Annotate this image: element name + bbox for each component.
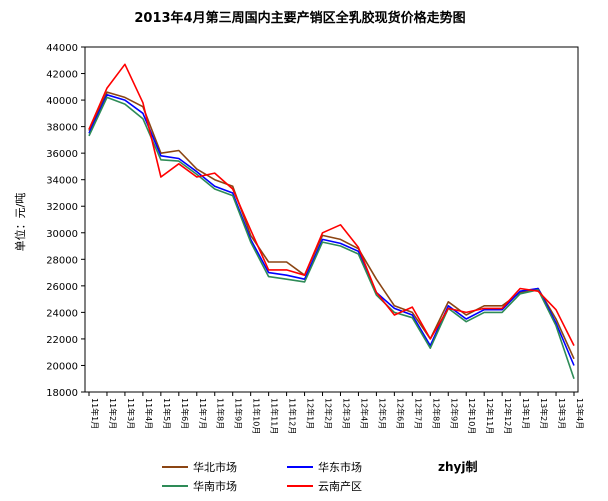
y-tick-label: 38000 [46,123,78,134]
y-tick-label: 42000 [46,70,78,81]
x-tick-label: 11年7月 [198,398,208,429]
x-tick-label: 11年6月 [180,398,190,429]
x-tick-label: 11年11月 [270,398,280,434]
plot-area [84,46,579,393]
y-axis-label: 单位：元/吨 [13,193,27,252]
x-tick-label: 12年1月 [306,398,316,429]
x-tick-label: 12年10月 [467,398,477,434]
x-tick-label: 12年3月 [341,398,351,429]
x-tick-label: 11年3月 [126,398,136,429]
y-tick-label: 18000 [46,388,78,399]
y-axis-ticks: 18000 20000 22000 24000 26000 28000 30000 32000… [46,43,85,399]
x-tick-label: 12年8月 [431,398,441,429]
series-line-2 [88,96,575,379]
series-line-1 [88,94,575,366]
x-tick-label: 13年1月 [521,398,531,429]
legend-label-huanan: 华南市场 [193,479,237,493]
x-tick-label: 12年5月 [377,398,387,429]
x-tick-label: 11年4月 [144,398,154,429]
legend: 华北市场 华东市场 华南市场 云南产区 [162,460,362,493]
x-tick-label: 12年12月 [503,398,513,434]
series-line-3 [88,63,575,346]
watermark-text: zhyj制 [438,459,477,474]
x-tick-label: 11年9月 [234,398,244,429]
legend-label-yunnan: 云南产区 [318,479,362,493]
y-tick-label: 36000 [46,149,78,160]
x-tick-label: 11年12月 [288,398,298,434]
series-line-0 [88,91,575,360]
legend-label-huabei: 华北市场 [193,460,237,474]
x-tick-label: 13年4月 [575,398,585,429]
x-tick-label: 12年6月 [395,398,405,429]
x-tick-label: 11年5月 [162,398,172,429]
plot-frame [84,46,579,393]
x-tick-label: 12年4月 [359,398,369,429]
x-tick-label: 13年2月 [539,398,549,429]
series-lines [88,63,575,379]
x-tick-label: 11年10月 [252,398,262,434]
y-tick-label: 40000 [46,96,78,107]
x-tick-label: 12年2月 [324,398,334,429]
x-tick-label: 13年3月 [557,398,567,429]
x-tick-label: 11年8月 [216,398,226,429]
y-tick-label: 20000 [46,361,78,372]
y-tick-label: 32000 [46,202,78,213]
x-tick-label: 12年9月 [449,398,459,429]
x-tick-label: 12年7月 [413,398,423,429]
y-tick-label: 22000 [46,335,78,346]
x-tick-label: 12年11月 [485,398,495,434]
x-tick-label: 11年1月 [90,398,100,429]
y-tick-label: 34000 [46,176,78,187]
legend-label-huadong: 华东市场 [318,460,362,474]
chart-title: 2013年4月第三周国内主要产销区全乳胶现货价格走势图 [134,10,465,26]
x-axis-ticks: 11年1月 11年2月 11年3月 11年4月 11年5月 11年6月 11年7月 11年8月… [88,392,585,434]
y-tick-label: 28000 [46,255,78,266]
y-tick-label: 30000 [46,229,78,240]
x-tick-label: 11年2月 [108,398,118,429]
y-tick-label: 24000 [46,308,78,319]
y-tick-label: 26000 [46,282,78,293]
y-tick-label: 44000 [46,43,78,54]
